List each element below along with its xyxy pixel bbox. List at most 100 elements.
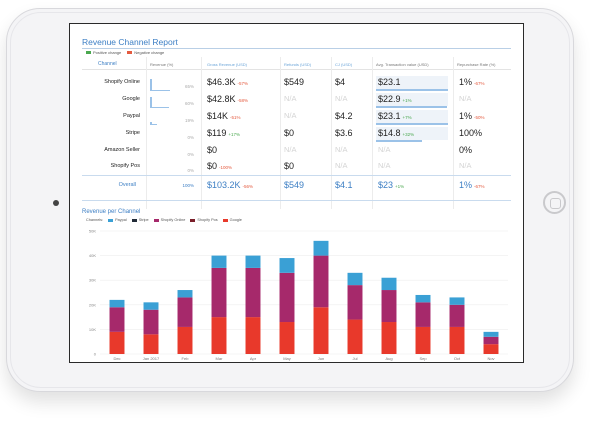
- legend-swatch-icon: [131, 218, 137, 222]
- repurchase-cell: N/A: [459, 161, 472, 170]
- chart-legend-item[interactable]: Shopify Online: [153, 218, 186, 222]
- cj-cell: N/A: [335, 94, 348, 103]
- avg-transaction-cell-change: +32%: [402, 132, 415, 137]
- refunds-cell-value: $0: [284, 128, 295, 138]
- report-screen: Revenue Channel Report Positive change N…: [69, 23, 524, 363]
- col-divider: [372, 57, 373, 209]
- gross-revenue-cell-value: $14K: [207, 111, 229, 121]
- avg-transaction-cell-value: $22.9: [378, 94, 401, 104]
- avg-transaction-box: [376, 76, 448, 89]
- refunds-cell: N/A: [284, 111, 297, 120]
- refunds-cell: N/A: [284, 94, 297, 103]
- x-tick-label: Apr: [250, 356, 257, 361]
- col-divider: [331, 57, 332, 209]
- y-tick-label: 10K: [89, 327, 96, 332]
- x-tick-label: Nov: [487, 356, 494, 361]
- bar-segment-paypal: [245, 255, 261, 268]
- x-tick-label: Sep: [419, 356, 427, 361]
- avg-transaction-cell-value: N/A: [378, 161, 391, 170]
- revenue-pct: 0%: [187, 168, 194, 173]
- avg-transaction-cell: N/A: [378, 161, 391, 170]
- repurchase-cell: 1% -50%: [459, 111, 485, 121]
- gross-revenue-cell: $119 +17%: [207, 128, 240, 138]
- revenue-pct-bar-base: [152, 90, 170, 91]
- refunds-cell-value: N/A: [284, 94, 297, 103]
- gross-revenue-cell-change: +17%: [228, 132, 240, 137]
- bar-segment-paypal: [177, 290, 193, 298]
- bar-segment-google: [279, 322, 295, 354]
- bar-segment-shopify-online: [381, 290, 397, 323]
- table-bottom-rule: [82, 200, 511, 201]
- x-tick-label: Mar: [216, 356, 224, 361]
- legend-series-label: Shopify Online: [160, 218, 186, 222]
- col-header-revenue-pct[interactable]: Revenue (%): [150, 62, 174, 67]
- avg-transaction-bar: [376, 106, 447, 108]
- avg-transaction-cell-change: +7%: [402, 115, 412, 120]
- cj-cell-value: N/A: [335, 161, 348, 170]
- x-tick-label: Jul: [352, 356, 357, 361]
- gross-revenue-cell-change: -100%: [219, 165, 233, 170]
- x-tick-label: Jan 2017: [143, 356, 160, 361]
- bar-segment-paypal: [347, 272, 363, 286]
- refunds-cell: $549: [284, 77, 304, 87]
- refunds-cell-value: N/A: [284, 145, 297, 154]
- chart-legend-item[interactable]: Google: [222, 218, 242, 222]
- repurchase-cell-value: N/A: [459, 94, 472, 103]
- bar-segment-shopify-online: [449, 304, 465, 327]
- repurchase-cell-change: -50%: [474, 115, 485, 120]
- overall-cj-value: $4.1: [335, 180, 353, 190]
- bar-segment-paypal: [415, 294, 431, 303]
- overall-pct: 100%: [182, 183, 194, 188]
- bar-segment-paypal: [483, 331, 499, 337]
- col-header-gross-revenue[interactable]: Gross Revenue (USD): [207, 62, 248, 67]
- chart-legend-item[interactable]: Paypal: [108, 218, 127, 222]
- col-header-channel[interactable]: Channel: [98, 61, 117, 67]
- y-tick-label: 20K: [89, 302, 96, 307]
- bar-segment-paypal: [449, 297, 465, 305]
- avg-transaction-box: [376, 127, 448, 140]
- gross-revenue-cell-change: -57%: [237, 81, 249, 86]
- bar-segment-paypal: [143, 302, 159, 310]
- revenue-per-channel-chart: 0 10K 20K 30K 40K 50K Dec Jan 2017 Feb Mar Apr May J…: [89, 229, 508, 361]
- bar-segment-paypal: [313, 240, 329, 256]
- chart-legend-item[interactable]: Shopify Pos: [190, 218, 218, 222]
- bar-segment-paypal: [381, 277, 397, 291]
- bar-segment-google: [211, 317, 227, 354]
- y-tick-label: 50K: [89, 229, 96, 234]
- revenue-pct: 60%: [184, 101, 194, 106]
- header-divider: [82, 69, 511, 70]
- refunds-cell-value: $549: [284, 77, 305, 87]
- avg-transaction-cell: $22.9 +1%: [378, 94, 412, 104]
- bar-segment-google: [381, 322, 397, 354]
- channel-name: Google: [122, 96, 140, 102]
- bar-segment-google: [313, 307, 329, 354]
- bar-segment-google: [245, 317, 261, 354]
- bar-segment-shopify-online: [109, 307, 125, 332]
- bar-segment-google: [143, 334, 159, 354]
- bar-segment-google: [483, 344, 499, 354]
- repurchase-cell-change: -67%: [474, 81, 485, 86]
- refunds-cell-value: $0: [284, 161, 295, 171]
- gross-revenue-cell-value: $42.8K: [207, 94, 236, 104]
- cj-cell-value: $4: [335, 77, 346, 87]
- gross-revenue-cell-value: $0: [207, 145, 218, 155]
- legend-series-label: Shopify Pos: [197, 218, 218, 222]
- channel-name: Amazon Seller: [104, 147, 140, 153]
- home-button[interactable]: [543, 191, 566, 214]
- bar-segment-google: [177, 326, 193, 354]
- legend-positive-label: Positive change: [93, 50, 122, 55]
- legend-series-label: Stripe: [138, 218, 149, 222]
- col-header-refunds[interactable]: Refunds (USD): [284, 62, 312, 67]
- avg-transaction-cell: $23.1: [378, 77, 401, 87]
- col-divider: [453, 57, 454, 209]
- repurchase-cell: N/A: [459, 94, 472, 103]
- x-tick-label: Jun: [318, 356, 324, 361]
- col-divider: [146, 57, 147, 209]
- col-header-repurchase[interactable]: Repurchase Rate (%): [457, 62, 496, 67]
- y-tick-label: 40K: [89, 253, 96, 258]
- col-header-cj[interactable]: CJ (USD): [335, 62, 353, 67]
- col-header-avg-transaction[interactable]: Avg. Transaction value (USD): [376, 62, 429, 67]
- title-divider: [82, 48, 511, 49]
- chart-legend-item[interactable]: Stripe: [131, 218, 149, 222]
- chart-legend-label: Channels:: [86, 218, 104, 222]
